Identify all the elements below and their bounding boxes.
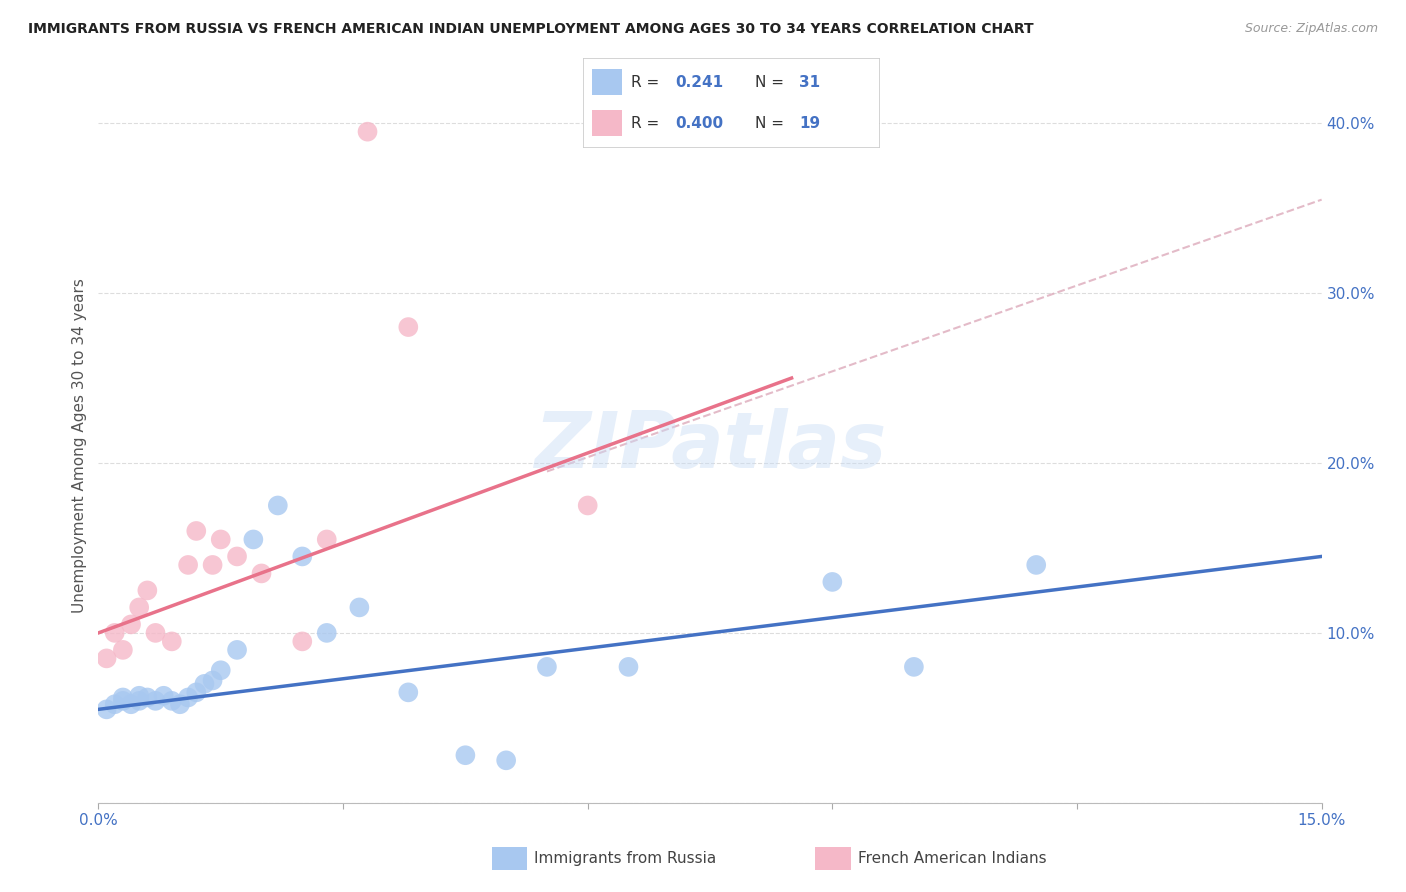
- Point: [104, 698, 127, 712]
- Point: [169, 698, 191, 712]
- Point: [903, 660, 925, 674]
- Point: [160, 694, 183, 708]
- Text: French American Indians: French American Indians: [858, 852, 1046, 866]
- Text: R =: R =: [631, 75, 664, 89]
- Point: [152, 689, 174, 703]
- Text: 0.241: 0.241: [675, 75, 723, 89]
- Point: [209, 533, 232, 547]
- Point: [454, 748, 477, 763]
- Point: [291, 634, 314, 648]
- Point: [315, 533, 337, 547]
- Point: [536, 660, 558, 674]
- Point: [495, 753, 517, 767]
- Point: [186, 524, 208, 538]
- Point: [226, 643, 249, 657]
- Point: [291, 549, 314, 564]
- Text: 19: 19: [799, 116, 820, 130]
- Point: [201, 673, 224, 688]
- Text: 31: 31: [799, 75, 820, 89]
- Text: N =: N =: [755, 116, 789, 130]
- Point: [145, 626, 167, 640]
- Point: [349, 600, 371, 615]
- Point: [396, 320, 419, 334]
- Point: [111, 694, 134, 708]
- Text: ZIPatlas: ZIPatlas: [534, 408, 886, 484]
- Point: [136, 690, 159, 705]
- Point: [111, 690, 134, 705]
- Point: [209, 663, 232, 677]
- Point: [145, 694, 167, 708]
- Point: [111, 643, 134, 657]
- Point: [186, 685, 208, 699]
- Point: [104, 626, 127, 640]
- Point: [128, 689, 150, 703]
- Point: [160, 634, 183, 648]
- Text: 0.400: 0.400: [675, 116, 723, 130]
- Point: [177, 690, 200, 705]
- Point: [128, 694, 150, 708]
- Text: N =: N =: [755, 75, 789, 89]
- Text: R =: R =: [631, 116, 664, 130]
- Point: [267, 499, 290, 513]
- Point: [821, 574, 844, 589]
- Text: Source: ZipAtlas.com: Source: ZipAtlas.com: [1244, 22, 1378, 36]
- Point: [315, 626, 337, 640]
- Point: [617, 660, 640, 674]
- Point: [1025, 558, 1047, 572]
- Text: Immigrants from Russia: Immigrants from Russia: [534, 852, 717, 866]
- Point: [201, 558, 224, 572]
- Point: [128, 600, 150, 615]
- Point: [576, 499, 599, 513]
- Point: [250, 566, 273, 581]
- Text: IMMIGRANTS FROM RUSSIA VS FRENCH AMERICAN INDIAN UNEMPLOYMENT AMONG AGES 30 TO 3: IMMIGRANTS FROM RUSSIA VS FRENCH AMERICA…: [28, 22, 1033, 37]
- Point: [96, 651, 118, 665]
- Point: [96, 702, 118, 716]
- Point: [242, 533, 264, 547]
- Point: [226, 549, 249, 564]
- Point: [396, 685, 419, 699]
- Y-axis label: Unemployment Among Ages 30 to 34 years: Unemployment Among Ages 30 to 34 years: [72, 278, 87, 614]
- Point: [136, 583, 159, 598]
- Point: [177, 558, 200, 572]
- Point: [120, 617, 142, 632]
- Point: [120, 698, 142, 712]
- Point: [356, 125, 378, 139]
- FancyBboxPatch shape: [592, 69, 621, 95]
- Point: [193, 677, 215, 691]
- FancyBboxPatch shape: [592, 110, 621, 136]
